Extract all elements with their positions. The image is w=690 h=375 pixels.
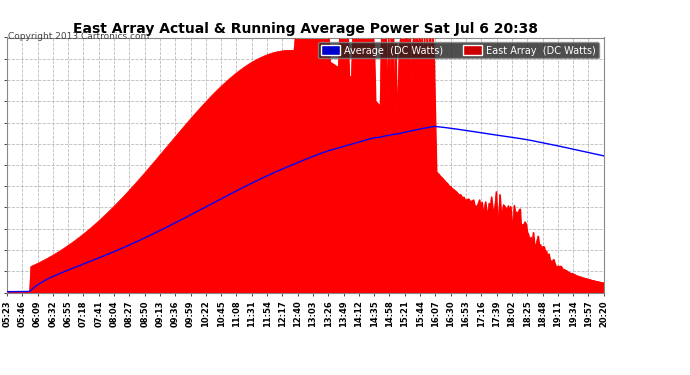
Title: East Array Actual & Running Average Power Sat Jul 6 20:38: East Array Actual & Running Average Powe… <box>73 22 538 36</box>
Text: Copyright 2013 Cartronics.com: Copyright 2013 Cartronics.com <box>8 32 150 41</box>
Legend: Average  (DC Watts), East Array  (DC Watts): Average (DC Watts), East Array (DC Watts… <box>318 42 599 58</box>
